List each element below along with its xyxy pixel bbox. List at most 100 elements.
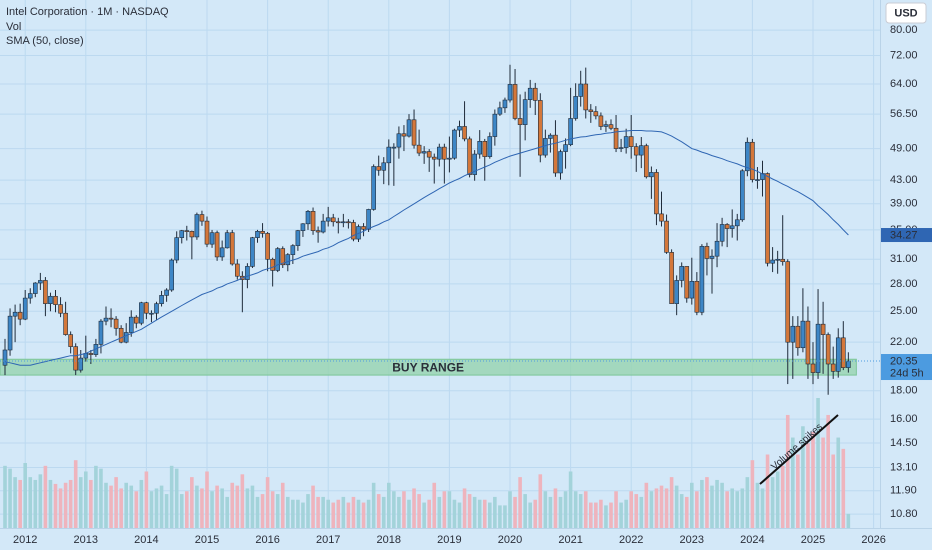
candle-body (2, 349, 8, 366)
candle-body (593, 111, 599, 117)
candle-body (785, 261, 791, 343)
volume-bar (811, 431, 815, 528)
candle-body (442, 146, 447, 160)
candle-body (431, 156, 437, 160)
candle-body (174, 237, 179, 261)
volume-bar (785, 414, 790, 528)
candle-body (517, 118, 523, 125)
candle-body (452, 129, 457, 159)
candle-body (729, 225, 735, 229)
currency[interactable]: USD (894, 7, 917, 19)
candle-body (78, 357, 84, 371)
y-tick-label: 11.90 (890, 485, 917, 497)
candle-body (98, 320, 104, 345)
volume-bar (275, 494, 280, 528)
volume-bar (770, 477, 775, 528)
volume-bar (796, 454, 800, 528)
candle-body (659, 213, 664, 222)
candle-body (487, 136, 493, 157)
candle-body (245, 266, 250, 280)
volume-bar (407, 499, 411, 528)
volume-bar (240, 474, 245, 528)
candle-body (674, 280, 679, 304)
x-tick-label: 2026 (861, 534, 885, 546)
volume-bar (816, 398, 820, 528)
volume-bar (679, 494, 684, 528)
volume-bar (629, 491, 633, 528)
volume-bar (341, 496, 346, 528)
candle-body (270, 258, 275, 271)
candle-body (53, 295, 58, 305)
volume-bar (195, 485, 199, 528)
candle-body (300, 223, 306, 231)
candle-body (416, 144, 422, 154)
candle-body (290, 245, 296, 255)
candle-body (113, 318, 119, 329)
candle-body (558, 151, 563, 174)
candle-body (295, 230, 301, 246)
volume-bar (700, 479, 704, 528)
volume-bar (200, 488, 204, 528)
volume-bar (508, 491, 512, 528)
candle-body (482, 140, 488, 157)
volume-bar (518, 477, 522, 528)
grid (0, 0, 880, 528)
candle-body (235, 263, 240, 277)
volume-bar (634, 494, 639, 528)
volume-bar (43, 465, 48, 528)
volume-bar (326, 499, 330, 528)
x-tick-label: 2014 (134, 534, 158, 546)
volume-bar (417, 494, 421, 528)
volume-bar (831, 454, 835, 528)
y-tick-label: 10.80 (890, 508, 918, 520)
volume-bar (33, 479, 38, 528)
y-tick-label: 56.50 (890, 108, 918, 120)
x-tick-label: 2016 (255, 534, 279, 546)
y-tick-label: 16.00 (890, 413, 918, 425)
candle-body (704, 246, 710, 259)
candle-body (628, 136, 634, 147)
volume-bar (735, 491, 740, 528)
candle-body (583, 83, 589, 111)
candle-body (755, 179, 760, 181)
currency-box[interactable] (885, 2, 927, 24)
candle-body (714, 240, 720, 257)
candle-body (426, 151, 432, 158)
candle-body (265, 233, 270, 260)
y-tick-label: 49.00 (890, 142, 918, 154)
candle-body (815, 323, 821, 373)
candle-body (250, 237, 255, 267)
candle-body (128, 316, 134, 333)
y-tick-label: 39.00 (890, 198, 918, 210)
candle-body (411, 119, 417, 146)
candle-body (310, 211, 316, 231)
volume-bar (58, 488, 63, 528)
sma-price-box (881, 228, 932, 243)
volume-bar (402, 491, 406, 528)
volume-bar (412, 488, 416, 528)
candle-body (351, 222, 356, 240)
candle-body (260, 231, 265, 234)
candle-body (391, 146, 397, 149)
volume-bar (604, 505, 608, 528)
candle-body (305, 211, 311, 225)
volume-bar (265, 477, 270, 528)
volume-bar (513, 496, 517, 528)
volume-bar (568, 471, 573, 528)
candle-body (694, 280, 700, 313)
candle-body (159, 295, 164, 304)
x-tick-label: 2022 (619, 534, 643, 546)
volume-bar (472, 496, 477, 528)
candle-body (199, 214, 205, 222)
volume-bar (528, 502, 532, 528)
volume-bar (220, 488, 224, 528)
volume-bar (801, 426, 805, 528)
candle-body (795, 325, 801, 349)
y-tick-label: 25.00 (890, 305, 918, 317)
volume-bar (296, 499, 300, 528)
volume-bar (841, 448, 846, 528)
x-tick-label: 2018 (377, 534, 401, 546)
candle-body (346, 221, 351, 224)
candle-body (219, 247, 225, 258)
candle-body (103, 317, 109, 322)
